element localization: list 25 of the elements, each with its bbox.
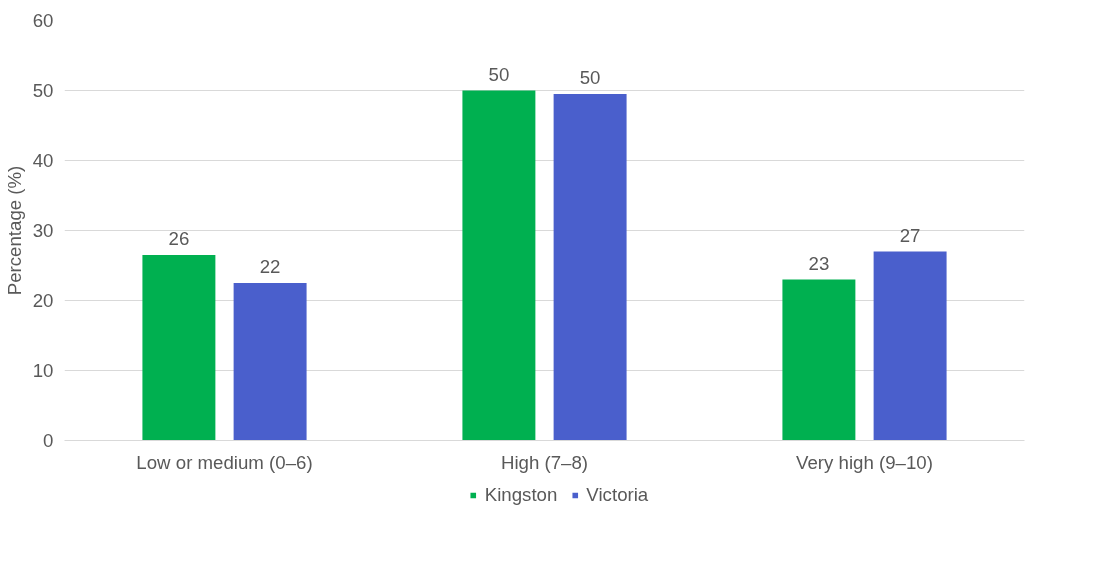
- y-tick-label: 40: [32, 150, 54, 171]
- y-axis-title: Percentage (%): [3, 165, 25, 296]
- data-label: 27: [899, 224, 921, 246]
- legend-label: Kingston: [484, 484, 558, 506]
- x-tick-label: Very high (9–10): [796, 451, 933, 473]
- x-tick-label: Low or medium (0–6): [136, 451, 313, 473]
- bar: [873, 251, 947, 441]
- y-tick-label: 50: [32, 80, 54, 101]
- y-tick-label: 30: [32, 220, 54, 241]
- bar: [233, 283, 307, 441]
- bar: [782, 279, 856, 441]
- data-label: 22: [259, 256, 281, 277]
- data-label: 50: [488, 63, 510, 85]
- data-label: 26: [168, 228, 190, 249]
- y-tick-label: 0: [43, 430, 54, 451]
- data-label: 50: [579, 67, 601, 88]
- bar: [142, 255, 216, 441]
- bar: [553, 94, 627, 441]
- x-tick-label: High (7–8): [500, 451, 589, 473]
- y-tick-label: 10: [32, 360, 54, 381]
- legend-label: Victoria: [586, 484, 649, 506]
- data-label: 23: [808, 252, 830, 274]
- bar: [462, 90, 536, 441]
- y-tick-label: 20: [32, 290, 54, 311]
- y-tick-label: 60: [32, 10, 54, 31]
